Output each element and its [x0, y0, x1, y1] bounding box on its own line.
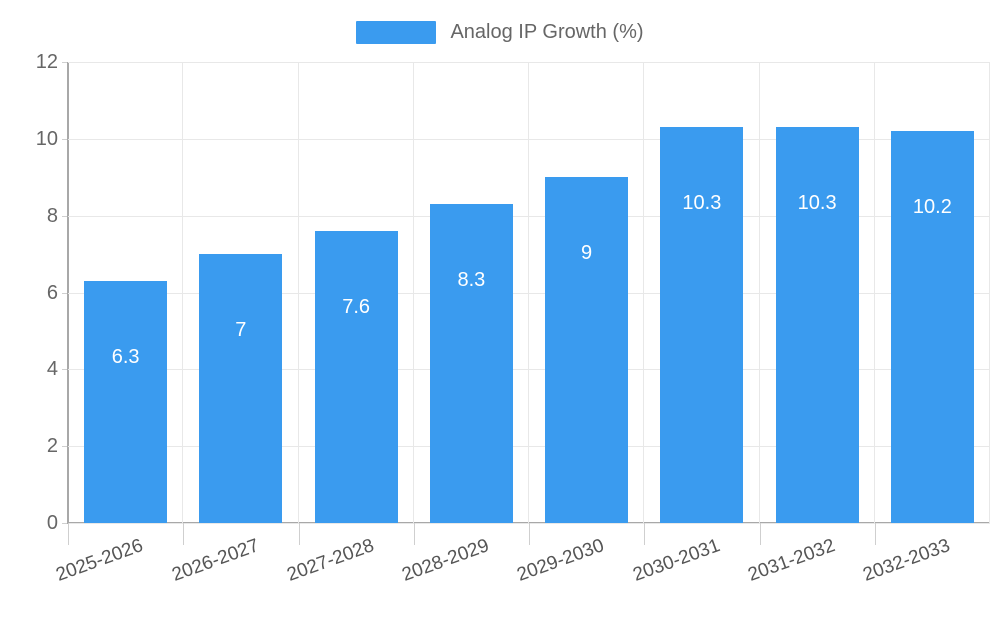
x-axis-tick-label: 2030-2031	[629, 535, 723, 586]
x-axis-tick-label: 2031-2032	[745, 535, 838, 586]
bar-value-label: 7.6	[342, 296, 371, 319]
y-axis-tick-mark	[62, 62, 68, 63]
gridline-vertical	[759, 62, 760, 523]
bar-value-label: 6.3	[111, 345, 140, 368]
y-axis-tick-mark	[62, 369, 68, 371]
x-axis-tick-label: 2029-2030	[514, 535, 608, 586]
y-axis-tick-mark	[62, 215, 68, 217]
x-axis-tick-label: 2026-2027	[168, 535, 262, 586]
bar[interactable]: 9	[545, 177, 629, 523]
bar[interactable]: 8.3	[429, 204, 513, 523]
x-axis-tick-mark	[644, 523, 645, 545]
gridline-vertical	[413, 62, 414, 523]
y-axis-tick-label: 2	[46, 435, 58, 458]
gridline-vertical	[298, 62, 299, 523]
bar-chart: Analog IP Growth (%) 0 2 4 6 8 10 12 6.3 7 7.6 8.…	[0, 0, 1000, 600]
x-axis-tick-label: 2028-2029	[399, 535, 493, 586]
y-axis-tick-label: 4	[46, 358, 58, 381]
bar[interactable]: 7	[199, 254, 283, 523]
gridline-horizontal	[68, 62, 990, 63]
gridline-vertical	[989, 62, 990, 523]
gridline-vertical	[528, 62, 529, 523]
x-axis-tick-mark	[760, 523, 761, 545]
x-axis-tick-mark	[414, 523, 415, 545]
bar[interactable]: 10.2	[890, 131, 974, 523]
legend-label: Analog IP Growth (%)	[450, 21, 644, 43]
x-axis-tick-mark	[299, 523, 300, 545]
bar-value-label: 8.3	[457, 269, 486, 292]
plot-area: 6.3 7 7.6 8.3 9 10.3 10.3 10.2	[68, 62, 990, 524]
y-axis-tick-labels: 0 2 4 6 8 10 12	[0, 0, 68, 600]
y-axis-tick-label: 0	[46, 512, 58, 534]
bar[interactable]: 10.3	[775, 127, 859, 523]
bar-value-label: 10.2	[912, 196, 952, 219]
legend-item-analog-ip-growth[interactable]: Analog IP Growth (%)	[356, 20, 644, 44]
gridline-horizontal	[68, 292, 990, 294]
gridline-horizontal	[68, 215, 990, 217]
chart-legend: Analog IP Growth (%)	[0, 14, 1000, 50]
gridline-horizontal	[68, 138, 990, 140]
bar-value-label: 10.3	[797, 192, 837, 215]
y-axis-tick-mark	[62, 138, 68, 140]
bar-value-label: 10.3	[682, 192, 722, 215]
bar[interactable]: 10.3	[660, 127, 744, 523]
y-axis-tick-label: 6	[46, 281, 58, 304]
bar-value-label: 7	[235, 319, 247, 342]
x-axis-tick-mark	[875, 523, 876, 545]
y-axis-tick-mark	[62, 446, 68, 448]
x-axis-tick-mark	[68, 523, 69, 545]
y-axis-tick-label: 10	[35, 127, 58, 150]
gridline-vertical	[643, 62, 644, 523]
gridline-vertical	[874, 62, 875, 523]
gridline-vertical	[182, 62, 183, 523]
y-axis-tick-mark	[62, 292, 68, 294]
gridline-horizontal	[68, 369, 990, 371]
x-axis-tick-mark	[529, 523, 530, 545]
x-axis-tick-label: 2032-2033	[860, 535, 954, 586]
bar-value-label: 9	[581, 242, 593, 265]
y-axis-tick-mark	[62, 523, 68, 524]
y-axis-tick-label: 12	[35, 51, 58, 73]
bar[interactable]: 7.6	[314, 231, 398, 523]
x-axis-tick-mark	[183, 523, 184, 545]
legend-swatch-icon	[356, 20, 437, 44]
gridline-horizontal	[68, 446, 990, 448]
x-axis-tick-label: 2027-2028	[284, 535, 377, 586]
y-axis-tick-label: 8	[46, 204, 58, 227]
bar[interactable]: 6.3	[84, 280, 168, 523]
